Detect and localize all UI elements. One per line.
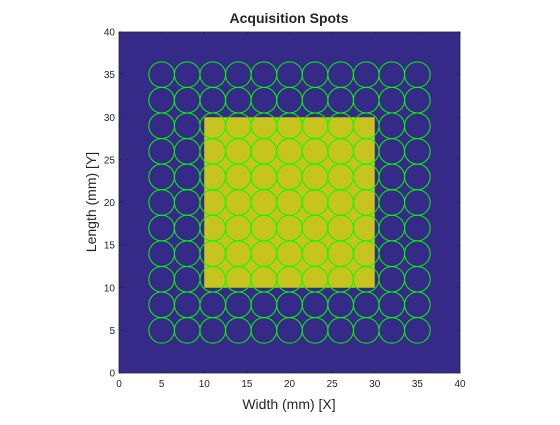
y-tick-label: 30 [104, 113, 116, 124]
y-tick-label: 15 [104, 241, 116, 252]
x-tick-label: 20 [284, 379, 296, 390]
y-tick-label: 25 [104, 155, 116, 166]
y-tick-label: 20 [104, 198, 116, 209]
x-tick-label: 5 [159, 379, 165, 390]
x-axis: 0 5 10 15 20 25 30 35 40 [116, 32, 466, 390]
x-tick-label: 10 [199, 379, 211, 390]
y-tick-label: 0 [109, 369, 115, 380]
y-tick-label: 40 [104, 28, 116, 39]
x-tick-label: 30 [369, 379, 381, 390]
x-tick-label: 0 [116, 379, 122, 390]
y-tick-label: 5 [109, 326, 115, 337]
x-tick-label: 35 [412, 379, 424, 390]
y-tick-label: 35 [104, 70, 116, 81]
plot-frame [118, 31, 461, 374]
acquisition-spot [404, 61, 431, 88]
sample-region [204, 117, 375, 288]
acquisition-spots [148, 61, 431, 344]
y-axis: 0 5 10 15 20 25 30 35 40 [104, 28, 460, 380]
x-axis-label: Width (mm) [X] [242, 396, 335, 412]
y-axis-label: Length (mm) [Y] [83, 152, 99, 252]
x-tick-label: 40 [454, 379, 466, 390]
x-tick-label: 15 [241, 379, 253, 390]
y-tick-label: 10 [104, 283, 116, 294]
chart-title: Acquisition Spots [230, 10, 349, 26]
x-tick-label: 25 [327, 379, 339, 390]
